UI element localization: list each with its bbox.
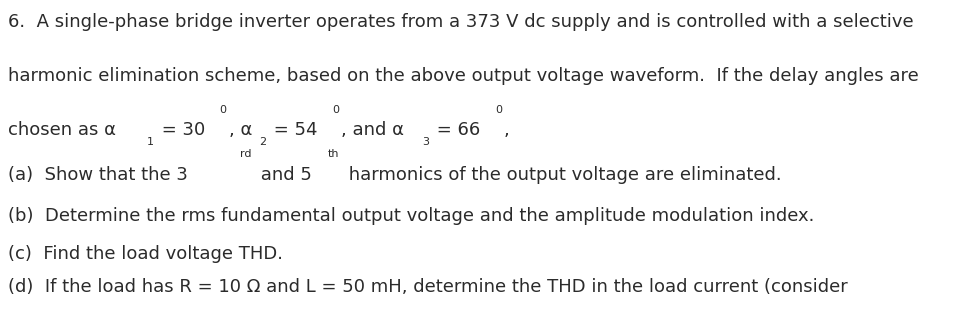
Text: rd: rd	[240, 149, 251, 159]
Text: 3: 3	[422, 137, 429, 147]
Text: harmonics of the output voltage are eliminated.: harmonics of the output voltage are elim…	[343, 166, 782, 184]
Text: chosen as α: chosen as α	[8, 121, 116, 139]
Text: , and α: , and α	[341, 121, 403, 139]
Text: = 30: = 30	[156, 121, 205, 139]
Text: (d)  If the load has R = 10 Ω and L = 50 mH, determine the THD in the load curre: (d) If the load has R = 10 Ω and L = 50 …	[8, 278, 847, 296]
Text: harmonic elimination scheme, based on the above output voltage waveform.  If the: harmonic elimination scheme, based on th…	[8, 67, 919, 85]
Text: 0: 0	[332, 105, 339, 115]
Text: (c)  Find the load voltage THD.: (c) Find the load voltage THD.	[8, 245, 283, 263]
Text: 6.  A single-phase bridge inverter operates from a 373 V dc supply and is contro: 6. A single-phase bridge inverter operat…	[8, 13, 913, 31]
Text: = 54: = 54	[268, 121, 318, 139]
Text: (b)  Determine the rms fundamental output voltage and the amplitude modulation i: (b) Determine the rms fundamental output…	[8, 207, 814, 225]
Text: = 66: = 66	[431, 121, 481, 139]
Text: , α: , α	[228, 121, 252, 139]
Text: 1: 1	[147, 137, 154, 147]
Text: and 5: and 5	[254, 166, 311, 184]
Text: 2: 2	[259, 137, 266, 147]
Text: th: th	[328, 149, 340, 159]
Text: 0: 0	[495, 105, 502, 115]
Text: (a)  Show that the 3: (a) Show that the 3	[8, 166, 188, 184]
Text: 0: 0	[220, 105, 226, 115]
Text: ,: ,	[504, 121, 509, 139]
